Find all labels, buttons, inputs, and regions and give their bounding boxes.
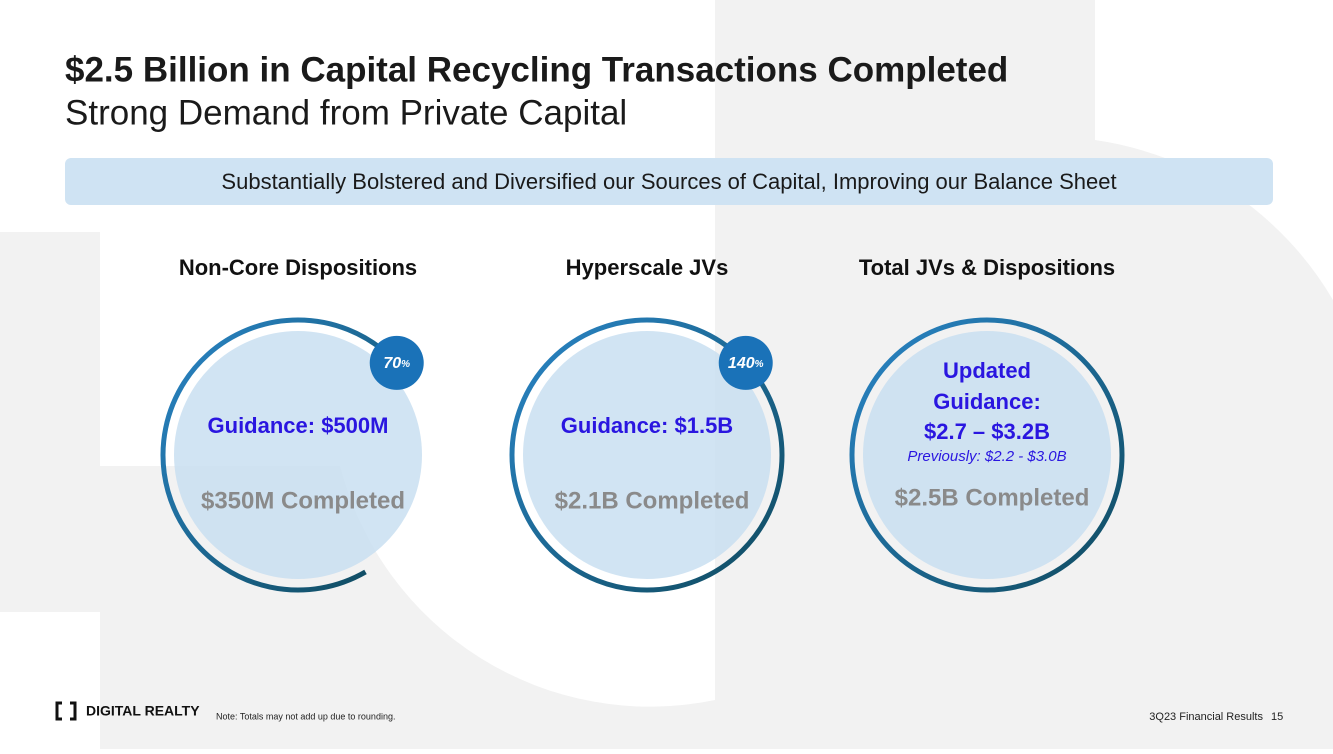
guidance: Updated	[943, 358, 1031, 383]
footer-note: Note: Totals may not add up due to round…	[216, 711, 395, 721]
inner-circle	[174, 331, 422, 579]
badge	[718, 335, 773, 390]
badge	[369, 335, 424, 390]
panel-heading: Non-Core Dispositions	[179, 255, 417, 280]
panel-heading: Hyperscale JVs	[566, 255, 729, 280]
completed: $2.1B Completed	[555, 487, 750, 514]
badge-value: 70	[383, 355, 401, 372]
guidance: Guidance: $1.5B	[561, 413, 733, 438]
completed: $350M Completed	[201, 487, 405, 514]
badge-unit: %	[755, 359, 764, 370]
footer-logo-icon	[55, 701, 77, 721]
banner: Substantially Bolstered and Diversified …	[221, 169, 1116, 194]
guidance: $2.7 – $3.2B	[924, 419, 1050, 444]
panel-heading: Total JVs & Dispositions	[859, 255, 1115, 280]
inner-circle	[863, 331, 1111, 579]
footer-page: 15	[1271, 711, 1283, 723]
footer-logo: DIGITAL REALTY	[86, 703, 200, 719]
ring	[849, 317, 1125, 593]
badge-label: 140%	[728, 355, 764, 372]
guidance: Guidance:	[933, 389, 1041, 414]
progress-ring	[509, 317, 785, 593]
subtitle: Strong Demand from Private Capital	[65, 93, 627, 132]
inner-circle	[523, 331, 771, 579]
guidance: Guidance: $500M	[208, 413, 389, 438]
footer-report: 3Q23 Financial Results	[1149, 711, 1263, 723]
banner-box	[65, 158, 1273, 205]
badge-unit: %	[401, 359, 410, 370]
title: $2.5 Billion in Capital Recycling Transa…	[65, 50, 1008, 89]
progress-ring	[160, 317, 391, 593]
previously: Previously: $2.2 - $3.0B	[907, 448, 1066, 465]
badge-label: 70%	[383, 355, 410, 372]
badge-value: 140	[728, 355, 755, 372]
completed: $2.5B Completed	[895, 484, 1090, 511]
